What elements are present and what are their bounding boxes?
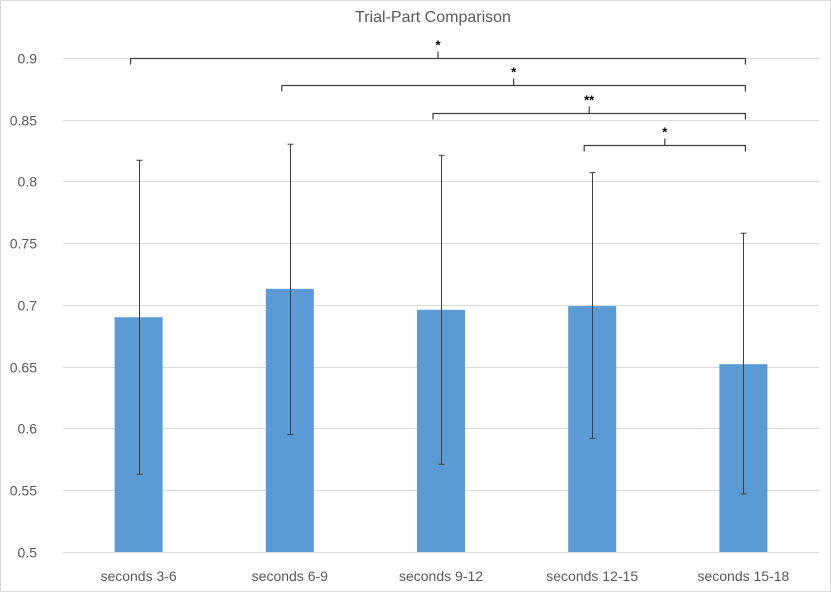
error-bars	[136, 143, 747, 495]
significance-bracket	[130, 57, 746, 65]
significance-brackets: *****	[130, 38, 746, 152]
significance-label: **	[584, 93, 595, 108]
y-tick-label: 0.8	[18, 174, 38, 190]
y-tick-label: 0.75	[10, 236, 37, 252]
y-tick-label: 0.55	[10, 483, 37, 499]
significance-label: *	[511, 65, 517, 80]
y-axis-ticks: 0.5 0.55 0.6 0.65 0.7 0.75 0.8 0.85 0.9	[10, 51, 37, 561]
chart-title: Trial-Part Comparison	[355, 9, 511, 26]
y-tick-label: 0.65	[10, 360, 37, 376]
bar	[114, 317, 163, 552]
bars	[114, 288, 768, 552]
y-tick-label: 0.5	[18, 545, 38, 561]
x-axis-ticks: seconds 3-6 seconds 6-9 seconds 9-12 second…	[100, 568, 789, 584]
y-tick-label: 0.9	[18, 51, 38, 67]
y-tick-label: 0.6	[18, 421, 38, 437]
x-tick-label: seconds 12-15	[546, 568, 638, 584]
significance-label: *	[662, 125, 668, 140]
x-tick-label: seconds 6-9	[252, 568, 328, 584]
significance-bracket	[281, 84, 746, 92]
bar	[265, 288, 314, 552]
x-tick-label: seconds 3-6	[100, 568, 176, 584]
x-tick-label: seconds 9-12	[399, 568, 483, 584]
y-tick-label: 0.85	[10, 113, 37, 129]
significance-bracket	[432, 112, 746, 120]
significance-bracket	[583, 144, 746, 152]
x-tick-label: seconds 15-18	[697, 568, 789, 584]
y-tick-label: 0.7	[18, 298, 38, 314]
significance-label: *	[435, 38, 441, 53]
